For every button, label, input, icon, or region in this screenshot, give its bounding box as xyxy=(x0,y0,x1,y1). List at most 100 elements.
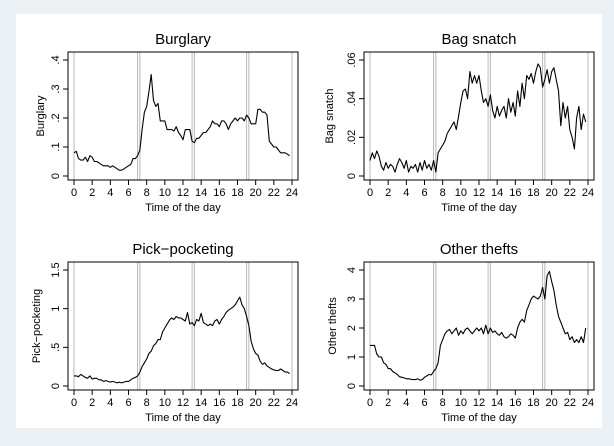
y-tick-label: .5 xyxy=(50,343,62,352)
y-tick-label: 1 xyxy=(346,354,358,360)
x-tick-label: 24 xyxy=(582,397,594,409)
chart-title: Other thefts xyxy=(440,241,518,258)
y-tick-label: 1.5 xyxy=(50,262,62,277)
y-tick-label: .3 xyxy=(50,84,62,93)
x-tick-label: 20 xyxy=(546,187,558,199)
x-tick-label: 20 xyxy=(250,397,262,409)
x-tick-label: 24 xyxy=(582,187,594,199)
x-axis-label: Time of the day xyxy=(145,412,221,424)
reference-lines xyxy=(73,52,293,180)
x-tick-label: 4 xyxy=(107,397,113,409)
x-tick-label: 22 xyxy=(564,187,576,199)
x-tick-label: 18 xyxy=(231,187,243,199)
y-tick-label: .02 xyxy=(346,130,358,145)
series-line xyxy=(369,63,587,173)
series-line xyxy=(74,296,291,384)
x-tick-label: 10 xyxy=(159,187,171,199)
y-ticks: 0 .1 .2 .3 .4 xyxy=(50,55,68,179)
y-ticks: 0 1 2 3 4 xyxy=(346,267,364,389)
x-tick-label: 12 xyxy=(473,187,485,199)
x-tick-label: 8 xyxy=(440,187,446,199)
x-ticks: 0 2 4 6 8 10 12 14 16 18 20 22 24 xyxy=(367,390,594,409)
plot-frame xyxy=(67,51,299,181)
x-tick-label: 10 xyxy=(455,187,467,199)
subplot-pick-pocketing: Pick−pocketing Pick−pocketing Time of th… xyxy=(31,241,299,424)
series-line xyxy=(73,73,290,171)
x-tick-label: 14 xyxy=(491,187,503,199)
y-tick-label: .2 xyxy=(50,113,62,122)
x-tick-label: 0 xyxy=(367,187,373,199)
x-tick-label: 2 xyxy=(385,187,391,199)
y-tick-label: 0 xyxy=(346,383,358,389)
x-tick-label: 4 xyxy=(403,187,409,199)
plot-frame xyxy=(67,261,299,391)
x-tick-label: 2 xyxy=(385,397,391,409)
x-axis-label: Time of the day xyxy=(441,412,517,424)
x-tick-label: 22 xyxy=(268,397,280,409)
y-tick-label: .06 xyxy=(346,52,358,67)
y-ticks: 0 .02 .04 .06 xyxy=(346,52,364,179)
y-tick-label: 0 xyxy=(346,173,358,179)
x-tick-label: 22 xyxy=(564,397,576,409)
y-ticks: 0 .5 1 1.5 xyxy=(50,262,68,389)
x-ticks: 0 2 4 6 8 10 12 14 16 18 20 22 24 xyxy=(71,390,298,409)
plot-frame xyxy=(363,51,595,181)
x-tick-label: 6 xyxy=(125,397,131,409)
x-tick-label: 24 xyxy=(286,187,298,199)
outer-panel xyxy=(16,14,602,428)
x-tick-label: 10 xyxy=(159,397,171,409)
x-axis-label: Time of the day xyxy=(145,202,221,214)
subplot-other-thefts: Other thefts Other thefts Time of the da… xyxy=(327,241,595,424)
x-tick-label: 2 xyxy=(89,397,95,409)
x-tick-label: 16 xyxy=(213,397,225,409)
y-tick-label: 0 xyxy=(50,383,62,389)
chart-title: Bag snatch xyxy=(441,31,516,48)
x-tick-label: 16 xyxy=(509,397,521,409)
y-tick-label: 3 xyxy=(346,296,358,302)
x-tick-label: 14 xyxy=(195,187,207,199)
y-axis-label: Burglary xyxy=(35,95,47,136)
x-tick-label: 8 xyxy=(144,187,150,199)
x-tick-label: 16 xyxy=(509,187,521,199)
reference-lines xyxy=(369,262,589,390)
x-tick-label: 18 xyxy=(231,397,243,409)
y-axis-label: Other thefts xyxy=(327,297,339,355)
x-tick-label: 6 xyxy=(421,397,427,409)
x-tick-label: 0 xyxy=(71,397,77,409)
x-tick-label: 12 xyxy=(177,397,189,409)
x-tick-label: 18 xyxy=(527,397,539,409)
y-tick-label: .04 xyxy=(346,91,358,106)
chart-title: Pick−pocketing xyxy=(132,241,233,258)
x-tick-label: 10 xyxy=(455,397,467,409)
x-ticks: 0 2 4 6 8 10 12 14 16 18 20 22 24 xyxy=(367,180,594,199)
x-tick-label: 4 xyxy=(107,187,113,199)
y-tick-label: 1 xyxy=(50,306,62,312)
x-tick-label: 4 xyxy=(403,397,409,409)
x-tick-label: 12 xyxy=(177,187,189,199)
y-tick-label: 4 xyxy=(346,267,358,273)
x-tick-label: 6 xyxy=(125,187,131,199)
chart-title: Burglary xyxy=(155,31,211,48)
x-ticks: 0 2 4 6 8 10 12 14 16 18 20 22 24 xyxy=(71,180,298,199)
reference-lines xyxy=(73,262,293,390)
plot-frame xyxy=(363,261,595,391)
y-axis-label: Pick−pocketing xyxy=(31,289,43,363)
x-tick-label: 8 xyxy=(144,397,150,409)
x-tick-label: 8 xyxy=(440,397,446,409)
y-axis-label: Bag snatch xyxy=(324,88,336,143)
x-tick-label: 6 xyxy=(421,187,427,199)
x-tick-label: 14 xyxy=(491,397,503,409)
y-tick-label: 2 xyxy=(346,325,358,331)
series-line xyxy=(370,270,587,381)
x-tick-label: 16 xyxy=(213,187,225,199)
x-tick-label: 20 xyxy=(250,187,262,199)
y-tick-label: 0 xyxy=(50,173,62,179)
x-tick-label: 20 xyxy=(546,397,558,409)
x-tick-label: 0 xyxy=(71,187,77,199)
x-axis-label: Time of the day xyxy=(441,202,517,214)
x-tick-label: 14 xyxy=(195,397,207,409)
x-tick-label: 2 xyxy=(89,187,95,199)
